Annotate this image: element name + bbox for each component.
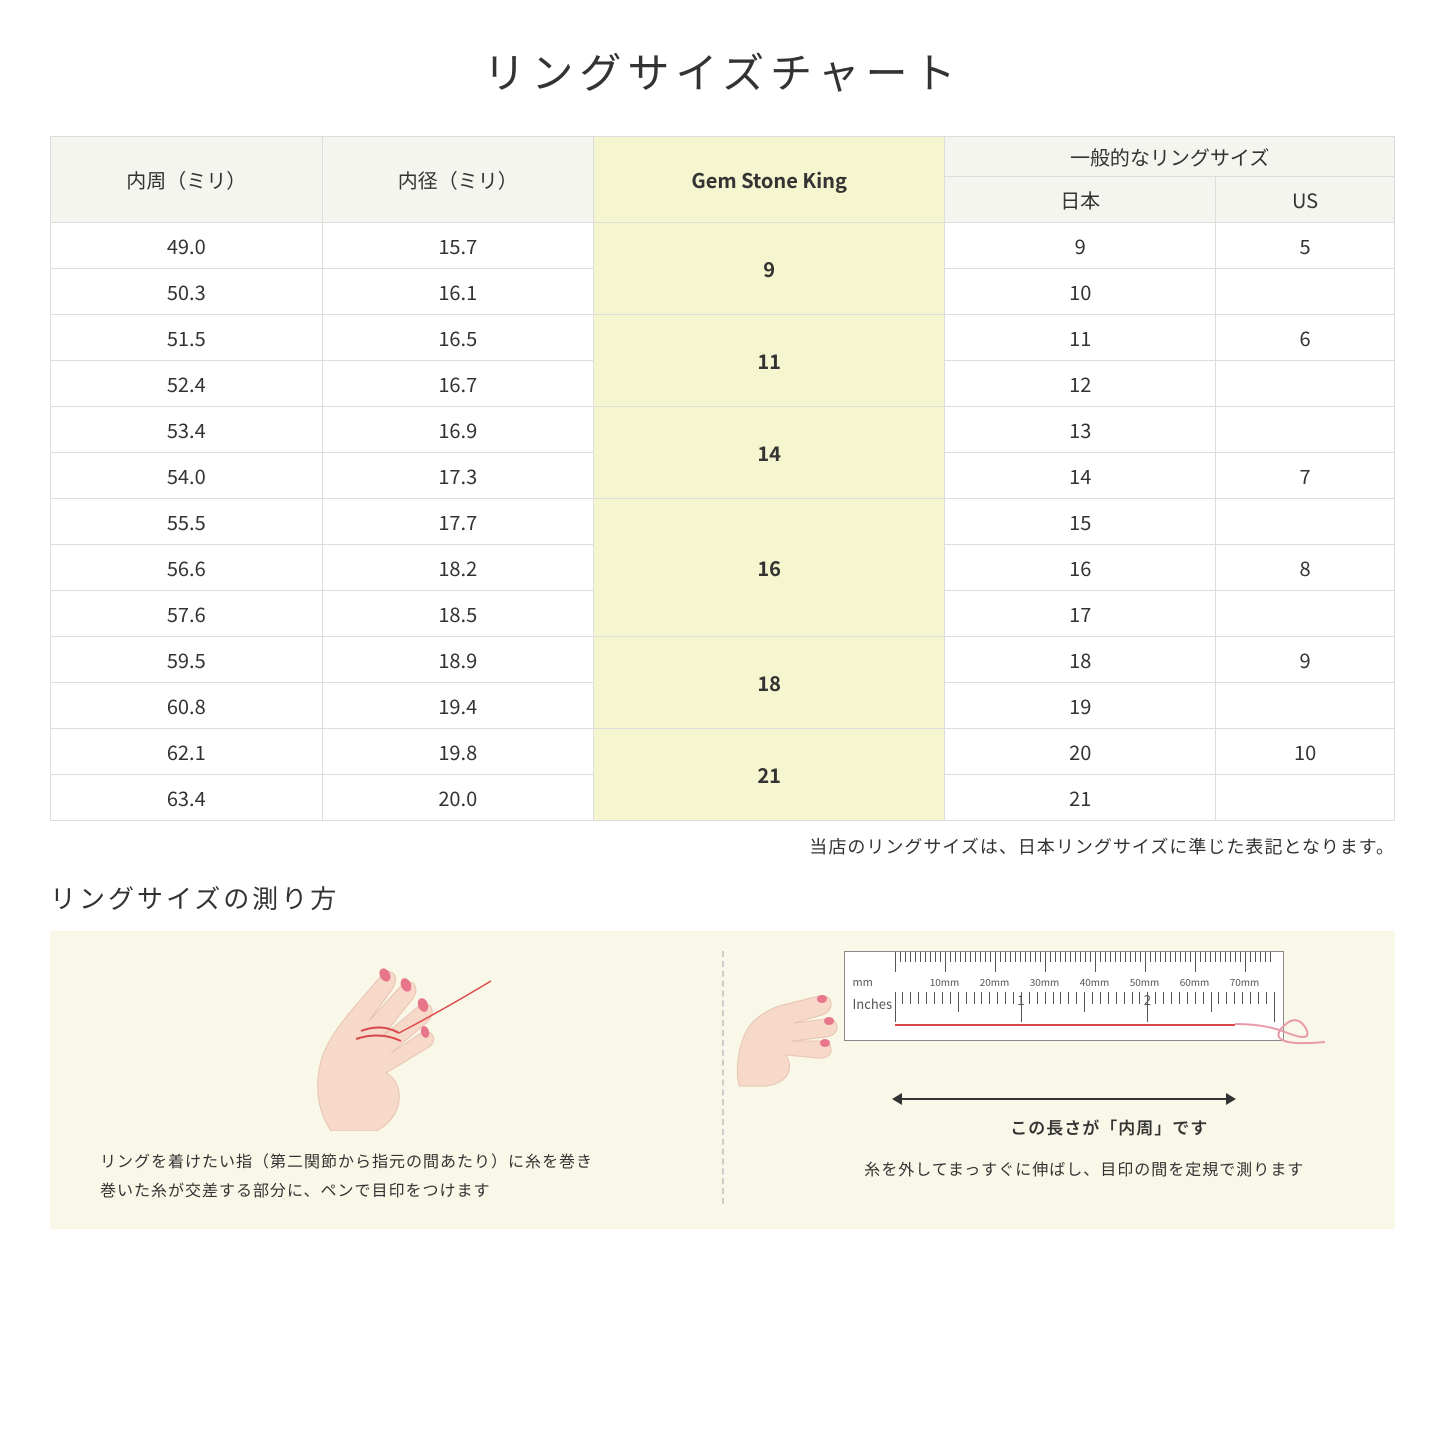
cell-gemstoneking: 11	[594, 315, 945, 407]
cell-japan: 15	[945, 499, 1216, 545]
cell-japan: 18	[945, 637, 1216, 683]
cell-gemstoneking: 14	[594, 407, 945, 499]
header-gemstoneking: Gem Stone King	[594, 137, 945, 223]
header-us: US	[1216, 177, 1395, 223]
cell-gemstoneking: 16	[594, 499, 945, 637]
cell-us: 9	[1216, 637, 1395, 683]
cell-gemstoneking: 18	[594, 637, 945, 729]
ruler-mm-label: mm	[853, 974, 873, 990]
cell-us	[1216, 591, 1395, 637]
header-diameter: 内径（ミリ）	[322, 137, 594, 223]
red-thread	[895, 1024, 1235, 1026]
cell-diameter: 18.5	[322, 591, 594, 637]
header-japan: 日本	[945, 177, 1216, 223]
cell-circumference: 59.5	[51, 637, 323, 683]
cell-us: 7	[1216, 453, 1395, 499]
left-caption-line2: 巻いた糸が交差する部分に、ペンで目印をつけます	[100, 1177, 491, 1201]
cell-circumference: 56.6	[51, 545, 323, 591]
cell-circumference: 50.3	[51, 269, 323, 315]
length-label: この長さが「内周」です	[854, 1114, 1366, 1139]
length-arrow	[894, 1089, 1234, 1109]
cell-circumference: 53.4	[51, 407, 323, 453]
cell-diameter: 17.3	[322, 453, 594, 499]
right-caption: 糸を外してまっすぐに伸ばし、目印の間を定規で測ります	[804, 1154, 1366, 1183]
cell-diameter: 15.7	[322, 223, 594, 269]
table-row: 55.517.71615	[51, 499, 1395, 545]
table-row: 51.516.511116	[51, 315, 1395, 361]
cell-diameter: 16.9	[322, 407, 594, 453]
cell-japan: 9	[945, 223, 1216, 269]
table-row: 59.518.918189	[51, 637, 1395, 683]
header-general-group: 一般的なリングサイズ	[945, 137, 1395, 177]
page-title: リングサイズチャート	[50, 40, 1395, 101]
cell-us: 10	[1216, 729, 1395, 775]
cell-us: 5	[1216, 223, 1395, 269]
header-circumference: 内周（ミリ）	[51, 137, 323, 223]
table-row: 62.119.8212010	[51, 729, 1395, 775]
hand-wrap-illustration	[80, 951, 702, 1131]
cell-circumference: 60.8	[51, 683, 323, 729]
cell-us: 6	[1216, 315, 1395, 361]
table-note: 当店のリングサイズは、日本リングサイズに準じた表記となります。	[50, 833, 1395, 859]
cell-japan: 11	[945, 315, 1216, 361]
cell-circumference: 57.6	[51, 591, 323, 637]
cell-us	[1216, 361, 1395, 407]
panel-divider	[722, 951, 724, 1204]
cell-diameter: 16.5	[322, 315, 594, 361]
cell-us	[1216, 407, 1395, 453]
cell-us: 8	[1216, 545, 1395, 591]
cell-diameter: 18.9	[322, 637, 594, 683]
measure-right-panel: mm Inches 10mm20mm30mm40mm50mm60mm70mm 1…	[744, 951, 1366, 1204]
cell-diameter: 19.8	[322, 729, 594, 775]
cell-japan: 14	[945, 453, 1216, 499]
measure-left-panel: リングを着けたい指（第二関節から指元の間あたり）に糸を巻き 巻いた糸が交差する部…	[80, 951, 702, 1204]
cell-circumference: 52.4	[51, 361, 323, 407]
cell-us	[1216, 683, 1395, 729]
cell-japan: 20	[945, 729, 1216, 775]
cell-japan: 13	[945, 407, 1216, 453]
hand-hold-illustration	[734, 961, 844, 1091]
cell-diameter: 17.7	[322, 499, 594, 545]
left-caption: リングを着けたい指（第二関節から指元の間あたり）に糸を巻き 巻いた糸が交差する部…	[80, 1146, 702, 1204]
cell-gemstoneking: 21	[594, 729, 945, 821]
cell-japan: 12	[945, 361, 1216, 407]
cell-us	[1216, 499, 1395, 545]
cell-circumference: 62.1	[51, 729, 323, 775]
cell-circumference: 51.5	[51, 315, 323, 361]
cell-diameter: 19.4	[322, 683, 594, 729]
cell-us	[1216, 775, 1395, 821]
cell-gemstoneking: 9	[594, 223, 945, 315]
cell-diameter: 16.1	[322, 269, 594, 315]
cell-japan: 19	[945, 683, 1216, 729]
ruler-inches-label: Inches	[853, 994, 893, 1013]
measure-area: リングを着けたい指（第二関節から指元の間あたり）に糸を巻き 巻いた糸が交差する部…	[50, 931, 1395, 1229]
cell-diameter: 16.7	[322, 361, 594, 407]
cell-circumference: 63.4	[51, 775, 323, 821]
measure-subtitle: リングサイズの測り方	[50, 879, 1395, 916]
cell-japan: 17	[945, 591, 1216, 637]
cell-circumference: 49.0	[51, 223, 323, 269]
cell-diameter: 18.2	[322, 545, 594, 591]
thread-curl	[1235, 1012, 1355, 1062]
left-caption-line1: リングを着けたい指（第二関節から指元の間あたり）に糸を巻き	[100, 1148, 593, 1172]
cell-circumference: 55.5	[51, 499, 323, 545]
cell-japan: 10	[945, 269, 1216, 315]
table-row: 53.416.91413	[51, 407, 1395, 453]
ruler-illustration: mm Inches 10mm20mm30mm40mm50mm60mm70mm 1…	[844, 951, 1284, 1041]
cell-us	[1216, 269, 1395, 315]
table-row: 49.015.7995	[51, 223, 1395, 269]
cell-circumference: 54.0	[51, 453, 323, 499]
cell-diameter: 20.0	[322, 775, 594, 821]
ring-size-table: 内周（ミリ） 内径（ミリ） Gem Stone King 一般的なリングサイズ …	[50, 136, 1395, 821]
cell-japan: 16	[945, 545, 1216, 591]
cell-japan: 21	[945, 775, 1216, 821]
